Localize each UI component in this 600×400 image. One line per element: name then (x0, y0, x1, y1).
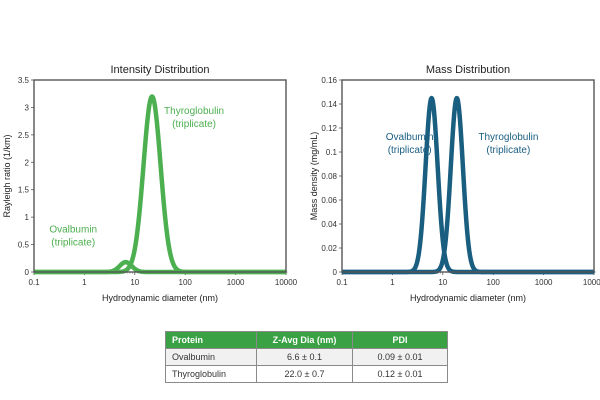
annotation-line: (triplicate) (486, 145, 530, 156)
x-tick-label: 100 (487, 278, 501, 287)
table-cell: 22.0 ± 0.7 (256, 365, 353, 383)
y-tick-label: 0.12 (321, 124, 337, 133)
column-header: Protein (165, 331, 257, 349)
series-annotation: Ovalbumin (triplicate) (49, 225, 97, 249)
table-cell: Ovalbumin (165, 348, 257, 366)
table-cell: 0.09 ± 0.01 (352, 348, 448, 366)
y-tick-label: 1 (25, 213, 30, 222)
chart-title: Intensity Distribution (110, 64, 209, 76)
y-tick-label: 0 (25, 268, 30, 277)
x-tick-label: 1000 (227, 278, 245, 287)
chart-title: Mass Distribution (426, 64, 510, 76)
x-tick-label: 0.1 (336, 278, 348, 287)
intensity-chart: Intensity Distribution 0 0.5 1 1.5 2 2.5 3 3.5 0.… (2, 64, 298, 303)
x-tick-label: 100 (179, 278, 193, 287)
series-annotation: Ovalbumin (triplicate) (386, 132, 434, 156)
x-tick-label: 1000 (535, 278, 553, 287)
y-tick-label: 3.5 (18, 76, 30, 85)
column-header: Z-Avg Dia (nm) (256, 331, 353, 349)
x-axis-label: Hydrodynamic diameter (nm) (102, 293, 218, 303)
annotation-line: Ovalbumin (386, 132, 434, 143)
x-tick-label: 10 (130, 278, 139, 287)
x-tick-label: 10 (438, 278, 447, 287)
x-tick-label: 1 (390, 278, 395, 287)
annotation-line: (triplicate) (51, 238, 95, 249)
y-tick-label: 0.02 (321, 244, 337, 253)
x-tick-label: 10000 (275, 278, 298, 287)
y-tick-label: 0.5 (18, 241, 30, 250)
mass-chart: Mass Distribution 0 0.02 0.04 0.06 0.08 0.1 0.1… (309, 64, 600, 303)
column-header: PDI (352, 331, 448, 349)
x-tick-label: 1 (82, 278, 87, 287)
y-tick-label: 3 (25, 103, 30, 112)
y-tick-label: 1.5 (18, 186, 30, 195)
x-axis-label: Hydrodynamic diameter (nm) (410, 293, 526, 303)
series-annotation: Thyroglobulin (triplicate) (164, 106, 224, 130)
plot-frame (341, 79, 595, 273)
x-tick-label: 10000 (583, 278, 600, 287)
y-tick-label: 0.06 (321, 196, 337, 205)
y-axis-label: Rayleigh ratio (1/km) (2, 134, 12, 217)
table-cell: 6.6 ± 0.1 (256, 348, 353, 366)
y-tick-label: 0.08 (321, 172, 337, 181)
y-tick-label: 2.5 (18, 131, 30, 140)
annotation-line: (triplicate) (172, 119, 216, 130)
y-tick-label: 0.16 (321, 76, 337, 85)
y-axis-label: Mass density (mg/mL) (309, 132, 319, 221)
table-cell: Thyroglobulin (165, 365, 257, 383)
y-tick-label: 0.04 (321, 220, 337, 229)
annotation-line: Thyroglobulin (164, 106, 224, 117)
annotation-line: Ovalbumin (49, 225, 97, 236)
annotation-line: Thyroglobulin (478, 132, 538, 143)
figure: Intensity Distribution 0 0.5 1 1.5 2 2.5 3 3.5 0.… (2, 64, 600, 303)
table-header-row: Protein Z-Avg Dia (nm) PDI (165, 331, 448, 349)
y-tick-label: 0 (333, 268, 338, 277)
table-row: Thyroglobulin 22.0 ± 0.7 0.12 ± 0.01 (165, 365, 448, 383)
series-line (340, 95, 596, 275)
series-annotation: Thyroglobulin (triplicate) (478, 132, 538, 156)
table-cell: 0.12 ± 0.01 (352, 365, 448, 383)
summary-table: Protein Z-Avg Dia (nm) PDI Ovalbumin 6.6… (165, 331, 448, 383)
y-tick-label: 0.1 (326, 148, 338, 157)
y-tick-label: 2 (25, 158, 30, 167)
annotation-line: (triplicate) (388, 145, 432, 156)
plot-frame (33, 79, 287, 273)
y-tick-label: 0.14 (321, 100, 337, 109)
x-tick-label: 0.1 (28, 278, 40, 287)
table-row: Ovalbumin 6.6 ± 0.1 0.09 ± 0.01 (165, 348, 448, 366)
